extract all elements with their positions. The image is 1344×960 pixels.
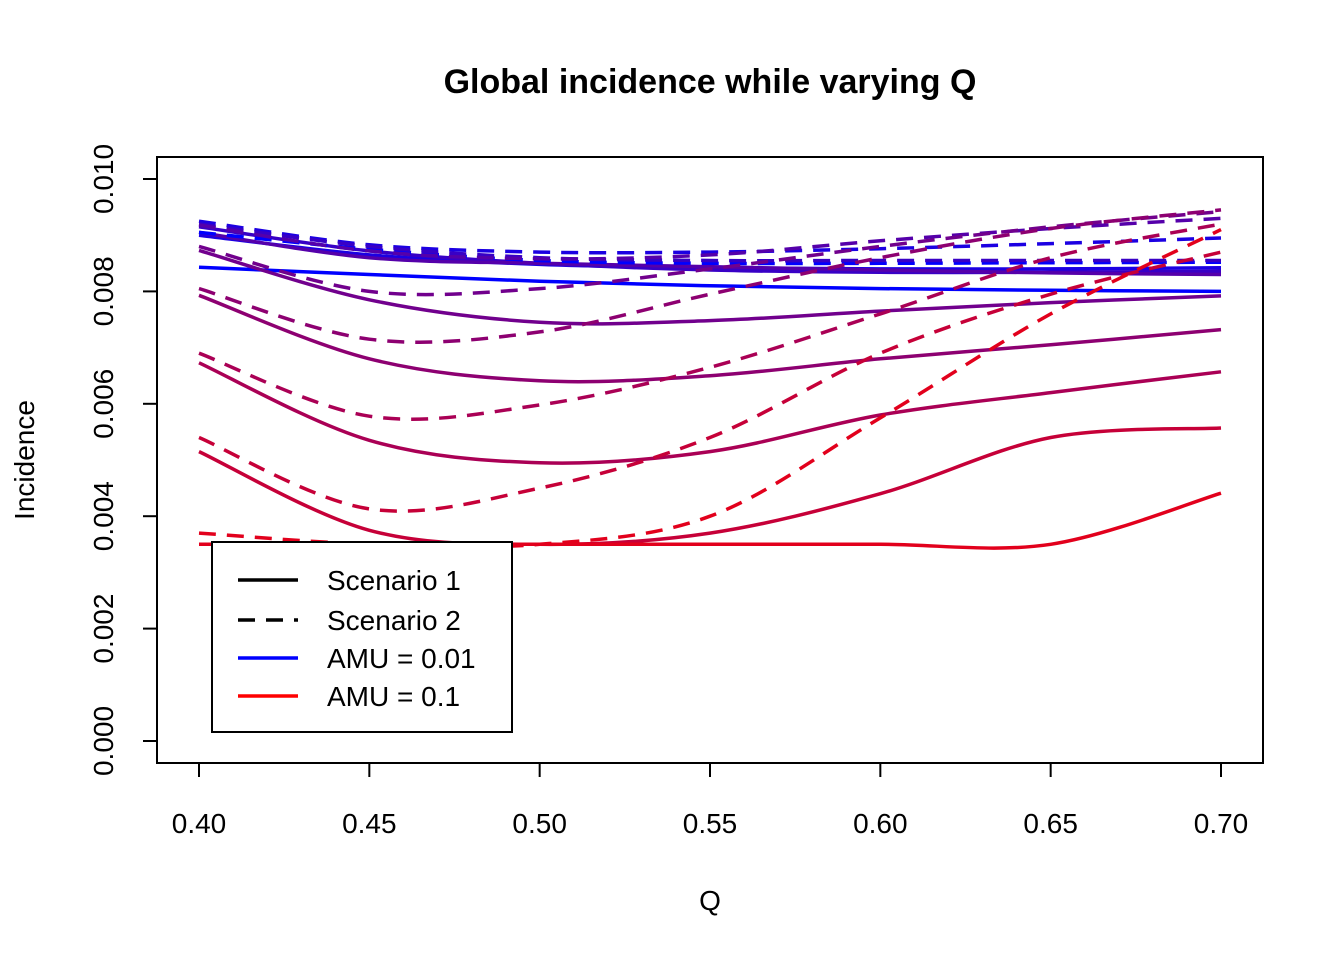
series-line-dashed-14	[198, 209, 1222, 297]
y-tick-label: 0.002	[88, 594, 119, 664]
x-tick-label: 0.65	[1023, 808, 1078, 839]
x-tick-label: 0.55	[683, 808, 738, 839]
series-line-dashed-18	[198, 228, 1222, 549]
legend-label-amu-01: AMU = 0.1	[327, 681, 460, 712]
y-tick-label: 0.010	[88, 144, 119, 214]
series-line-solid-4	[198, 230, 1222, 277]
x-tick-label: 0.40	[172, 808, 227, 839]
series-line-solid-1	[198, 265, 1222, 294]
x-axis-title: Q	[699, 885, 721, 916]
x-tick-label: 0.60	[853, 808, 908, 839]
y-tick-label: 0.006	[88, 369, 119, 439]
series-line-dashed-17	[198, 250, 1222, 513]
series-line-dashed-15	[198, 208, 1222, 344]
series-line-dashed-12	[198, 222, 1221, 263]
series-layer	[198, 208, 1222, 550]
legend-label-scenario-2: Scenario 2	[327, 605, 461, 636]
y-tick-label: 0.008	[88, 256, 119, 326]
legend: Scenario 1 Scenario 2 AMU = 0.01 AMU = 0…	[211, 541, 513, 733]
series-line-solid-9	[199, 491, 1222, 550]
legend-label-scenario-1: Scenario 1	[327, 565, 461, 596]
y-tick-label: 0.000	[88, 706, 119, 776]
series-line-solid-8	[198, 426, 1222, 547]
y-tick-label: 0.004	[88, 481, 119, 551]
legend-box	[211, 541, 513, 733]
series-line-dashed-16	[198, 222, 1222, 421]
series-line-solid-6	[198, 293, 1222, 384]
series-line-solid-5	[198, 248, 1222, 326]
x-tick-label: 0.45	[342, 808, 397, 839]
chart-title: Global incidence while varying Q	[444, 63, 977, 101]
x-tick-label: 0.70	[1194, 808, 1249, 839]
series-line-solid-7	[198, 361, 1222, 465]
legend-label-amu-001: AMU = 0.01	[327, 643, 476, 674]
x-tick-label: 0.50	[512, 808, 567, 839]
plot-area	[156, 156, 1264, 764]
y-axis-title: Incidence	[9, 400, 40, 520]
x-axis: 0.40 0.45 0.50 0.55 0.60 0.65 0.70	[172, 762, 1249, 839]
y-axis: 0.000 0.002 0.004 0.006 0.008 0.010	[88, 144, 158, 776]
